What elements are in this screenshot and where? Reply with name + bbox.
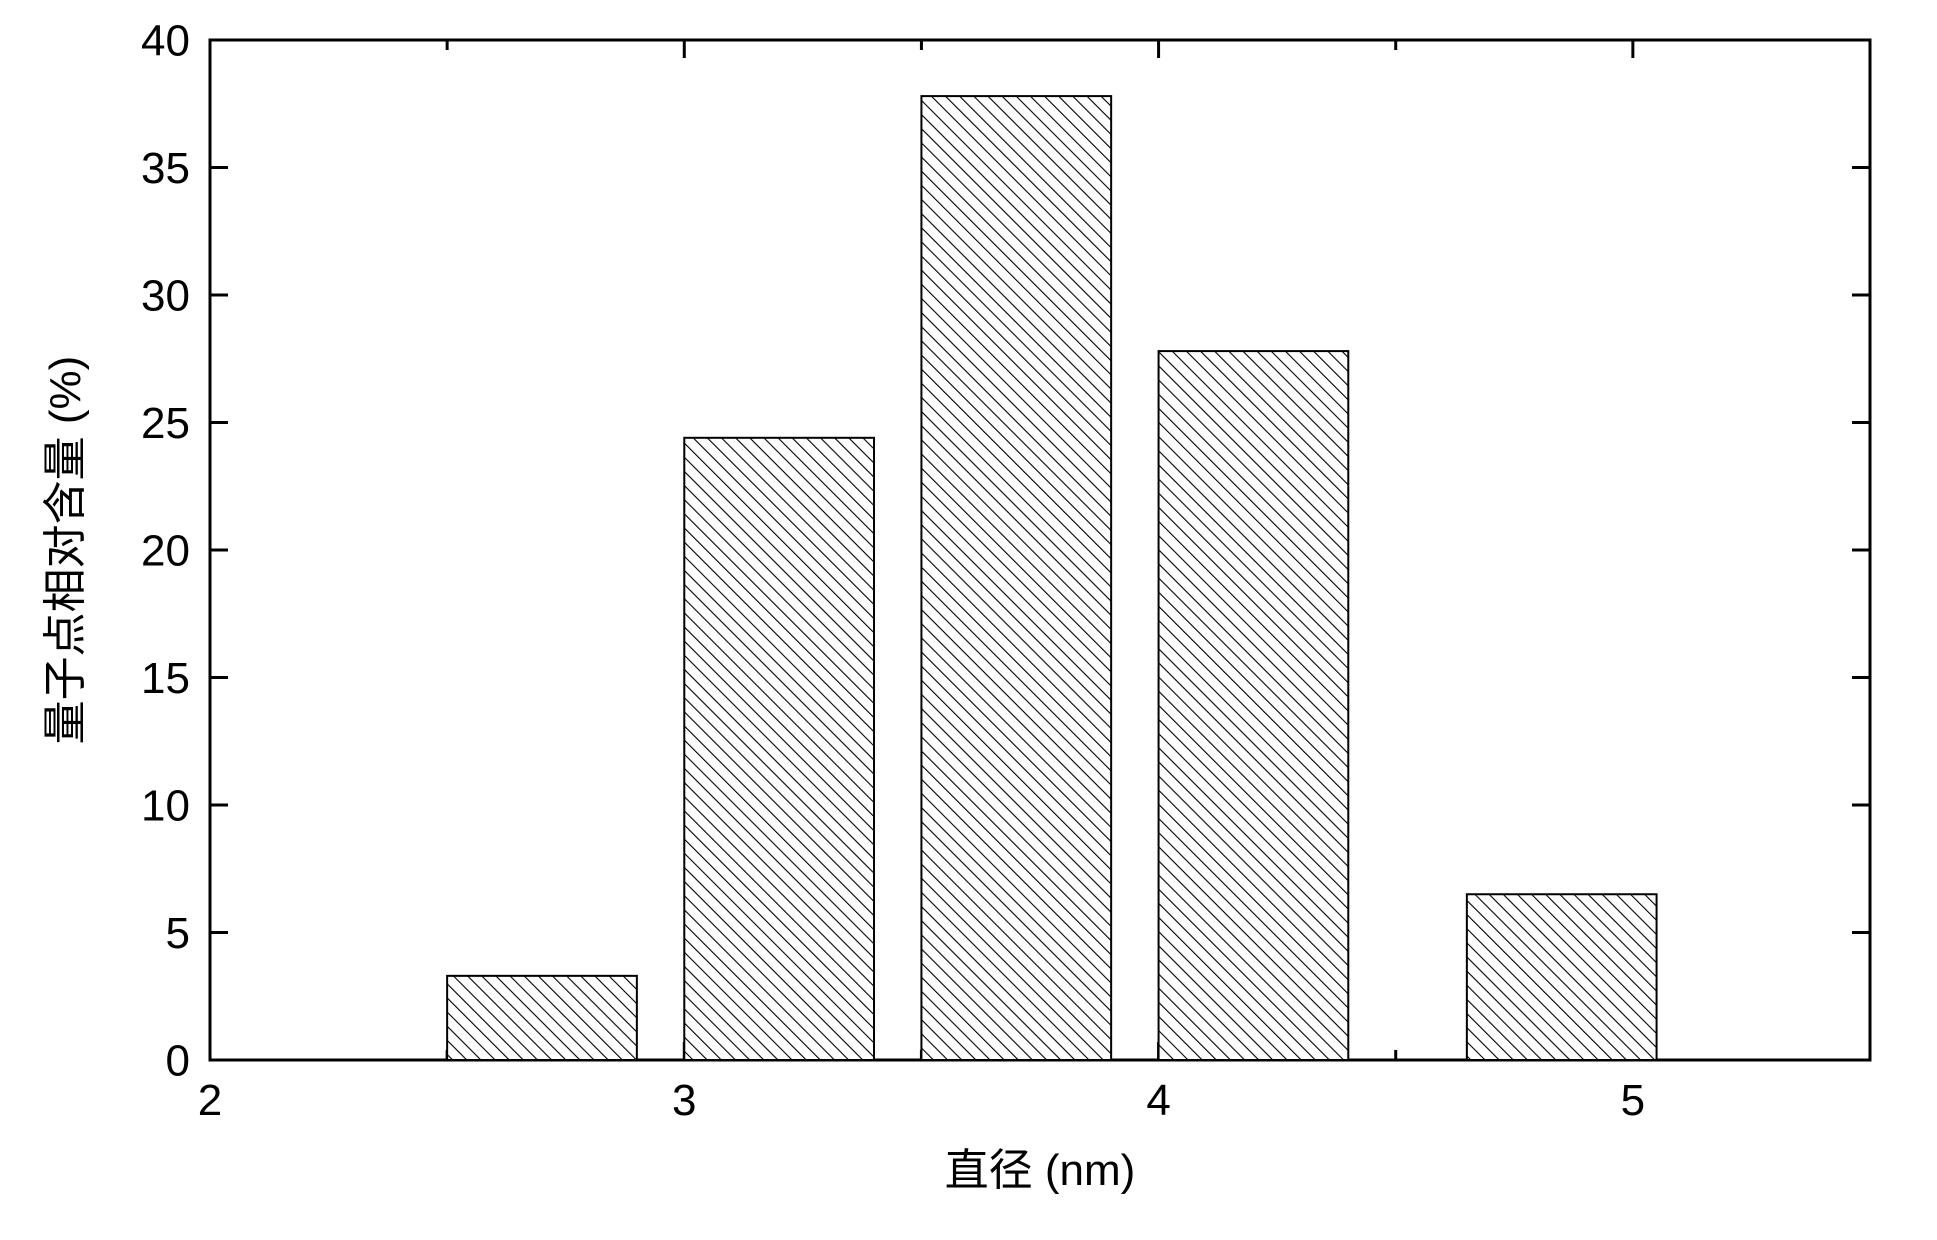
y-tick-label: 0 bbox=[166, 1036, 190, 1085]
y-tick-label: 10 bbox=[141, 781, 190, 830]
x-tick-label: 2 bbox=[198, 1076, 222, 1125]
histogram-bar bbox=[684, 438, 874, 1060]
histogram-bar bbox=[921, 96, 1111, 1060]
y-tick-label: 35 bbox=[141, 144, 190, 193]
x-axis-label: 直径 (nm) bbox=[945, 1146, 1136, 1195]
x-tick-label: 3 bbox=[672, 1076, 696, 1125]
y-tick-label: 25 bbox=[141, 399, 190, 448]
histogram-bar bbox=[447, 976, 637, 1060]
y-tick-label: 5 bbox=[166, 909, 190, 958]
histogram-bar bbox=[1467, 894, 1657, 1060]
chart-container: 2 3 4 5 0 5 10 15 20 25 30 35 40 直径 (nm) 量子点相对含量 (%) bbox=[0, 0, 1937, 1240]
x-tick-label: 5 bbox=[1621, 1076, 1645, 1125]
y-tick-label: 30 bbox=[141, 271, 190, 320]
y-axis-label: 量子点相对含量 (%) bbox=[41, 356, 90, 745]
histogram-bar bbox=[1159, 351, 1349, 1060]
x-tick-label: 4 bbox=[1146, 1076, 1170, 1125]
y-tick-label: 40 bbox=[141, 16, 190, 65]
y-tick-label: 20 bbox=[141, 526, 190, 575]
y-tick-label: 15 bbox=[141, 654, 190, 703]
chart-svg: 2 3 4 5 0 5 10 15 20 25 30 35 40 直径 (nm) 量子点相对含量 (%) bbox=[0, 0, 1937, 1240]
